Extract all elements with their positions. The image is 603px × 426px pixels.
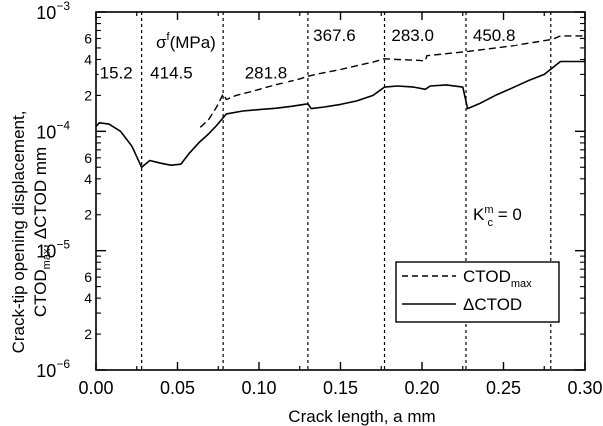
y-minor-tick-label: 2 [84, 87, 92, 103]
segment-stress-label: 367.6 [313, 26, 356, 45]
segment-stress-label: 283.0 [391, 26, 434, 45]
y-minor-tick-label: 6 [84, 269, 92, 285]
y-minor-tick-label: 6 [84, 30, 92, 46]
plot-area: 0.00 0.05 0.10 0.15 0.20 0.25 0.30 10−6 10−5 10−4… [36, 0, 602, 398]
stress-header: σf(MPa) [156, 31, 216, 52]
legend-label-dctod: ΔCTOD [463, 295, 522, 314]
y-axis-label-line2: CTODmax, ΔCTOD mm [31, 147, 53, 317]
y-tick-label: 10−4 [36, 118, 70, 142]
legend-label-ctodmax: CTODmax [463, 267, 532, 290]
y-tick-label: 10−6 [36, 357, 70, 381]
x-tick-label: 0.25 [486, 378, 521, 398]
x-tick-label: 0.00 [78, 378, 113, 398]
legend: CTODmax ΔCTOD [395, 261, 560, 323]
y-axis-label-line1: Crack-tip opening displacement, [9, 111, 28, 354]
segment-stress-label-bg [243, 63, 289, 83]
kc-annotation: Km c = 0 [473, 204, 522, 229]
series-dctod-line [95, 60, 585, 169]
y-minor-tick-label: 4 [84, 51, 92, 67]
x-tick-label: 0.10 [241, 378, 276, 398]
segment-stress-label: 15.2 [100, 64, 133, 83]
segment-stress-label-bg [312, 26, 357, 46]
y-minor-tick-label: 2 [84, 207, 92, 223]
y-tick-label: 10−3 [36, 0, 70, 23]
segment-stress-label: 281.8 [245, 64, 288, 83]
segment-stress-label-bg [98, 63, 134, 83]
y-minor-tick-label: 4 [84, 171, 92, 187]
segment-stress-label-bg [149, 63, 194, 83]
y-minor-tick-label: 2 [84, 326, 92, 342]
y-minor-tick-label: 6 [84, 150, 92, 166]
x-tick-label: 0.30 [567, 378, 602, 398]
segment-stress-label-bg [471, 26, 517, 46]
x-tick-label: 0.20 [404, 378, 439, 398]
series-ctodmax-line [199, 35, 585, 128]
legend-box [395, 261, 560, 323]
x-tick-label: 0.15 [323, 378, 358, 398]
y-axis-label: Crack-tip opening displacement, CTODmax,… [9, 111, 53, 354]
segment-stress-label: 450.8 [473, 26, 516, 45]
x-axis-label: Crack length, a mm [288, 407, 435, 426]
y-minor-tick-label: 4 [84, 290, 92, 306]
x-tick-label: 0.05 [160, 378, 195, 398]
segment-stress-label-bg [390, 26, 435, 46]
y-tick-label: 10−5 [36, 238, 70, 262]
segment-stress-label: 414.5 [150, 64, 193, 83]
